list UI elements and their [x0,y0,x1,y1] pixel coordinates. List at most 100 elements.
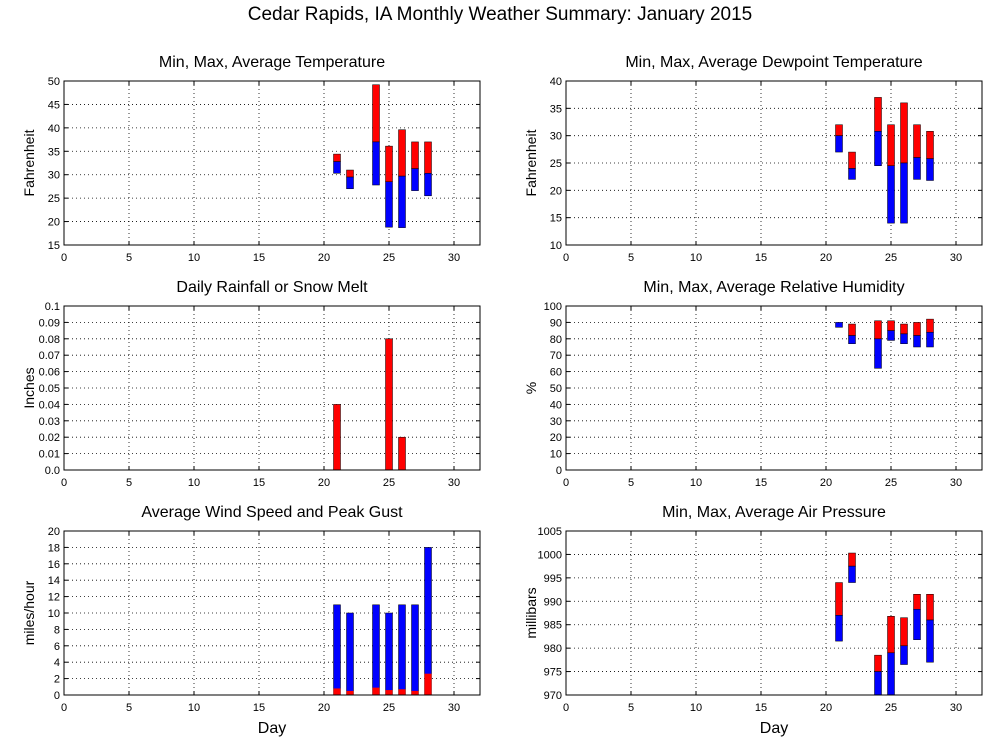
pressure-bar-lower [926,619,934,663]
x-tick-label: 20 [318,702,330,714]
dewpoint-bar-upper [874,97,882,132]
y-tick-label: 30 [550,416,562,428]
pressure-bar-upper [848,552,856,567]
temperature-bar-lower [424,173,432,197]
y-tick-label: 20 [550,432,562,444]
y-tick-label: 985 [544,620,562,632]
dewpoint-plot-frame [565,80,983,246]
pressure-bar-upper [926,594,934,621]
humidity-bar-lower [926,331,934,348]
x-tick-label: 20 [318,252,330,264]
rainfall-ylabel: Inches [21,367,37,408]
wind-average-bar [398,689,406,695]
humidity-bar-lower [900,333,908,344]
x-tick-label: 20 [820,252,832,264]
y-tick-label: 50 [550,383,562,395]
x-tick-label: 30 [448,252,460,264]
y-tick-label: 25 [48,193,60,205]
rainfall-bar [333,404,341,471]
y-tick-label: 10 [48,608,60,620]
y-tick-label: 40 [550,76,562,88]
x-tick-label: 30 [448,477,460,489]
dewpoint-ylabel: Fahrenheit [523,129,539,196]
y-tick-label: 20 [550,185,562,197]
humidity-bar-upper [887,320,895,331]
x-tick-label: 20 [820,702,832,714]
temperature-bar-lower [385,181,393,228]
page-title: Cedar Rapids, IA Monthly Weather Summary… [247,4,753,25]
temperature-bar-upper [385,145,393,182]
temperature-ylabel: Fahrenheit [21,129,37,196]
x-tick-label: 15 [253,702,265,714]
x-tick-label: 0 [563,477,569,489]
x-tick-label: 5 [126,252,132,264]
y-tick-label: 0.1 [45,301,60,313]
y-tick-label: 0.02 [39,432,60,444]
pressure-bar-upper [887,616,895,654]
humidity-plot-frame [565,305,983,471]
y-tick-label: 0.05 [39,383,60,395]
x-tick-label: 25 [383,477,395,489]
x-tick-label: 15 [253,477,265,489]
y-tick-label: 80 [550,334,562,346]
temperature-plot-frame [63,80,481,246]
dewpoint-bar-lower [835,135,843,153]
y-tick-label: 4 [54,657,60,669]
pressure-plot-frame [565,530,983,696]
dewpoint-bar-lower [887,165,895,224]
x-tick-label: 15 [755,702,767,714]
y-tick-label: 14 [48,575,60,587]
y-tick-label: 0.06 [39,367,60,379]
y-tick-label: 40 [48,123,60,135]
y-tick-label: 0.0 [45,465,60,477]
temperature-bar-lower [333,161,341,174]
wind-gust-bar [346,612,354,696]
y-tick-label: 18 [48,542,60,554]
y-tick-label: 30 [550,131,562,143]
pressure-chart: Min, Max, Average Air Pressure 970 975 980 9… [523,504,983,737]
pressure-bar-lower [900,645,908,665]
y-tick-label: 12 [48,592,60,604]
x-tick-label: 30 [950,477,962,489]
y-tick-label: 8 [54,624,60,636]
y-tick-label: 60 [550,367,562,379]
pressure-bar-upper [913,594,921,610]
x-tick-label: 10 [188,477,200,489]
x-tick-label: 0 [61,702,67,714]
y-tick-label: 50 [48,76,60,88]
x-tick-label: 0 [563,702,569,714]
pressure-bar-lower [835,615,843,642]
dewpoint-bar-lower [900,162,908,224]
humidity-bar-lower [835,322,843,328]
y-tick-label: 100 [544,301,562,313]
x-tick-label: 0 [61,477,67,489]
pressure-bar-lower [848,565,856,583]
y-tick-label: 6 [54,641,60,653]
y-tick-label: 15 [48,240,60,252]
x-tick-label: 5 [628,702,634,714]
y-tick-label: 0.07 [39,350,60,362]
x-tick-label: 20 [820,477,832,489]
y-tick-label: 35 [550,103,562,115]
x-tick-label: 10 [188,252,200,264]
dewpoint-bar-lower [926,158,934,181]
x-tick-label: 0 [563,252,569,264]
rainfall-title: Daily Rainfall or Snow Melt [176,279,368,296]
dewpoint-bar-lower [874,131,882,166]
temperature-title: Min, Max, Average Temperature [159,54,385,71]
wind-plot-frame [63,530,481,696]
x-tick-label: 15 [755,477,767,489]
y-tick-label: 970 [544,690,562,702]
y-tick-label: 40 [550,399,562,411]
temperature-bar-upper [398,129,406,177]
wind-gust-bar [424,547,432,696]
temperature-bar-upper [333,153,341,162]
dewpoint-bar-upper [835,124,843,136]
wind-chart: Average Wind Speed and Peak Gust 0 2 4 6 8 10 1… [21,504,481,737]
x-tick-label: 10 [690,702,702,714]
rainfall-plot-frame [63,305,481,471]
y-tick-label: 90 [550,317,562,329]
y-tick-label: 1000 [538,549,562,561]
humidity-bar-lower [887,330,895,341]
x-tick-label: 5 [126,702,132,714]
